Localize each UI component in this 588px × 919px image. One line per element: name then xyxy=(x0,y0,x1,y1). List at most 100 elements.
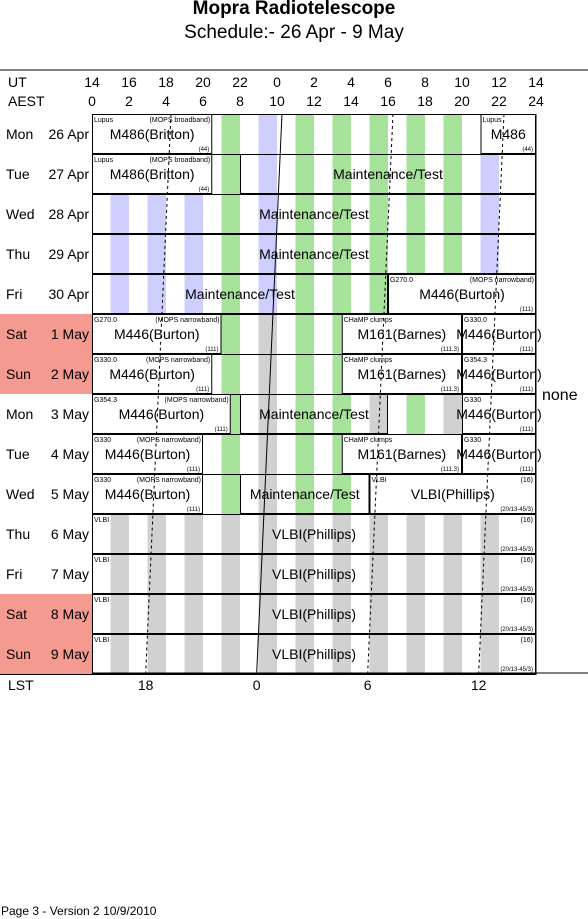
ut-tick-label: 18 xyxy=(158,74,174,90)
green-band xyxy=(221,114,240,314)
aest-tick-label: 6 xyxy=(199,93,207,109)
session-code: (111.3) xyxy=(441,467,459,473)
day-name: Wed xyxy=(6,486,35,502)
day-label: Tue 4 May xyxy=(0,434,92,474)
day-label: Wed 5 May xyxy=(0,474,92,514)
ut-tick-label: 4 xyxy=(347,74,355,90)
aest-tick-label: 4 xyxy=(162,93,170,109)
day-label: Tue 27 Apr xyxy=(0,154,92,194)
session-source: G330.0 xyxy=(464,317,487,324)
session-title: M161(Barnes) xyxy=(358,326,447,342)
green-band xyxy=(369,114,388,314)
session-block xyxy=(388,274,536,314)
lst-tick-label: 0 xyxy=(252,677,261,693)
session-block xyxy=(92,434,203,474)
session-source: G354.3 xyxy=(464,357,487,364)
day-name: Sun xyxy=(6,366,31,382)
session-code: (111.3) xyxy=(441,347,459,353)
green-band xyxy=(332,114,351,314)
day-date: 28 Apr xyxy=(48,206,89,222)
session-block xyxy=(92,114,213,154)
session-title: Maintenance/Test xyxy=(185,286,295,302)
session-title: VLBI(Phillips) xyxy=(411,486,495,502)
day-date: 26 Apr xyxy=(48,126,89,142)
day-date: 29 Apr xyxy=(48,246,89,262)
green-band xyxy=(443,114,462,314)
day-date: 3 May xyxy=(50,406,89,422)
session-source: G354.3 xyxy=(94,397,117,404)
day-name: Mon xyxy=(6,406,34,422)
session-block xyxy=(462,354,536,394)
ut-tick-label: 16 xyxy=(121,74,137,90)
day-date: 5 May xyxy=(50,486,89,502)
day-label: Wed 28 Apr xyxy=(0,194,92,234)
session-title: Maintenance/Test xyxy=(333,166,443,182)
session-title: M446(Burton) xyxy=(109,366,195,382)
day-date: 27 Apr xyxy=(48,166,89,182)
session-title: M161(Barnes) xyxy=(358,366,447,382)
session-block xyxy=(341,354,462,394)
session-source: G330 xyxy=(94,437,111,444)
aest-tick-label: 24 xyxy=(528,93,544,109)
side-note: none xyxy=(542,387,578,404)
day-name: Sat xyxy=(6,606,28,622)
day-label: Mon 3 May xyxy=(0,394,92,434)
day-date: 8 May xyxy=(50,606,89,622)
day-date: 4 May xyxy=(50,446,89,462)
session-source: Lupus xyxy=(94,157,114,164)
session-source: G270.0 xyxy=(94,317,117,324)
session-backend: (MOPS narrowband) xyxy=(470,277,534,284)
aest-tick-label: 14 xyxy=(343,93,359,109)
session-code: (111) xyxy=(520,427,533,433)
aest-tick-label: 18 xyxy=(417,93,433,109)
session-backend: (MOPS narrowband) xyxy=(146,357,210,364)
session-code: (44) xyxy=(199,147,210,153)
session-block xyxy=(92,154,213,194)
session-code: (20/13-45/3) xyxy=(500,667,533,673)
session-source: VLBI xyxy=(94,517,109,524)
ut-tick-label: 10 xyxy=(454,74,470,90)
ut-tick-label: 20 xyxy=(195,74,211,90)
day-date: 1 May xyxy=(50,326,89,342)
ut-tick-label: 14 xyxy=(84,74,100,90)
ut-tick-label: 12 xyxy=(491,74,507,90)
session-block xyxy=(92,394,231,434)
day-date: 2 May xyxy=(50,366,89,382)
session-title: Maintenance/Test xyxy=(259,406,369,422)
lst-axis-label: LST xyxy=(8,677,34,693)
blue-band xyxy=(480,114,499,314)
session-backend: (MOPS narrowband) xyxy=(155,317,219,324)
session-code: (111) xyxy=(187,507,200,513)
day-name: Wed xyxy=(6,206,35,222)
session-title: VLBI(Phillips) xyxy=(272,646,356,662)
gray-band xyxy=(258,314,277,514)
session-source: VLBI xyxy=(372,477,387,484)
green-band xyxy=(295,114,314,314)
aest-tick-label: 16 xyxy=(380,93,396,109)
session-block xyxy=(462,394,536,434)
session-title: VLBI(Phillips) xyxy=(272,606,356,622)
aest-tick-label: 8 xyxy=(236,93,244,109)
session-code: (111.3) xyxy=(441,387,459,393)
session-title: VLBI(Phillips) xyxy=(272,566,356,582)
session-source: G330 xyxy=(464,437,481,444)
session-block xyxy=(341,434,462,474)
session-code: (111) xyxy=(520,307,533,313)
session-backend: (MOPS narrowband) xyxy=(137,477,201,484)
session-note: (16) xyxy=(521,637,533,644)
page-footer: Page 3 - Version 2 10/9/2010 xyxy=(1,904,157,918)
page-title: Mopra Radiotelescope xyxy=(192,0,396,19)
session-source: G330 xyxy=(464,397,481,404)
aest-tick-label: 0 xyxy=(88,93,96,109)
ut-tick-label: 6 xyxy=(384,74,392,90)
day-name: Thu xyxy=(6,526,31,542)
ut-tick-label: 22 xyxy=(232,74,248,90)
session-source: VLBI xyxy=(94,637,109,644)
session-title: Maintenance/Test xyxy=(259,246,369,262)
ut-tick-label: 14 xyxy=(528,74,544,90)
session-title: Maintenance/Test xyxy=(250,486,360,502)
session-note: (16) xyxy=(521,597,533,604)
session-source: CHaMP clumps xyxy=(344,317,393,324)
session-code: (111) xyxy=(520,387,533,393)
